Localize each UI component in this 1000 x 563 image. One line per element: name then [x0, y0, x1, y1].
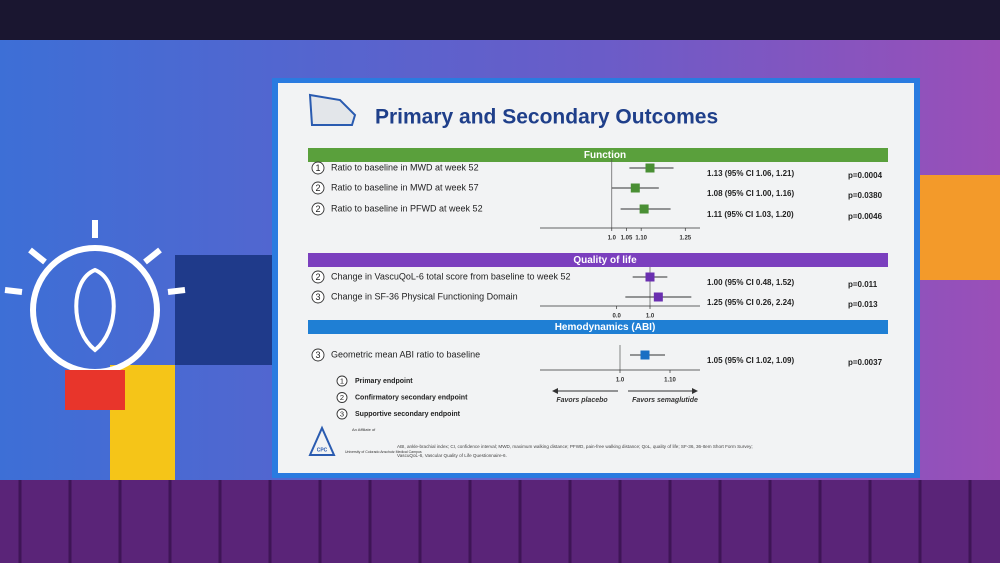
p-value: p=0.0004 [848, 171, 883, 180]
institution-logo: An Affiliate of CPC University of Colora… [308, 425, 422, 456]
legend-label: Primary endpoint [355, 378, 413, 385]
tick-label: 1.10 [664, 378, 676, 384]
favors-label: Favors placebo [556, 397, 608, 404]
tick-label: 1.0 [608, 236, 617, 242]
truss [0, 0, 1000, 40]
result-text: 1.11 (95% CI 1.03, 1.20) [707, 210, 794, 219]
section-header [308, 320, 888, 334]
result-text: 1.05 (95% CI 1.02, 1.09) [707, 356, 795, 365]
outcome-label: Geometric mean ABI ratio to baseline [331, 349, 480, 359]
estimate-marker [645, 272, 655, 282]
endpoint-badge [336, 408, 348, 420]
result-text: 1.00 (95% CI 0.48, 1.52) [707, 278, 795, 287]
logo-text: An Affiliate of [352, 427, 376, 432]
endpoint-number: 3 [315, 350, 320, 360]
p-value: p=0.013 [848, 300, 878, 309]
section-title: Function [584, 150, 626, 161]
estimate-marker [653, 292, 663, 302]
p-value: p=0.011 [848, 280, 878, 289]
arrow-head [552, 388, 558, 394]
estimate-marker [639, 204, 649, 214]
lightbulb-decor [4, 175, 1000, 480]
section-title: Hemodynamics (ABI) [555, 322, 656, 333]
endpoint-number: 3 [340, 409, 344, 418]
p-value: p=0.0046 [848, 212, 883, 221]
endpoint-badge [311, 348, 325, 362]
tick-label: 1.0 [616, 378, 625, 384]
p-value: p=0.0380 [848, 191, 883, 200]
outcome-label: Ratio to baseline in MWD at week 57 [331, 182, 479, 192]
shoe-logo [308, 93, 357, 126]
endpoint-badge [336, 392, 348, 403]
tick-label: 1.05 [621, 236, 633, 242]
tick-label: 1.25 [679, 236, 691, 242]
endpoint-number: 1 [315, 163, 320, 173]
favors-label: Favors semaglutide [632, 397, 698, 404]
curtain-folds [18, 480, 972, 563]
footnote: ABI, ankle-brachial index; CI, confidenc… [397, 444, 753, 449]
section-header [308, 148, 888, 162]
tick-label: 1.10 [635, 236, 647, 242]
outcome-label: Change in VascuQoL-6 total score from ba… [331, 271, 570, 281]
p-value: p=0.0037 [848, 358, 883, 367]
section-header [308, 253, 888, 267]
endpoint-number: 2 [340, 393, 344, 402]
endpoint-number: 2 [315, 272, 320, 282]
footnote: VascuQoL-6, Vascular Quality of Life Que… [397, 453, 507, 458]
endpoint-badge [311, 270, 325, 284]
endpoint-badge [311, 290, 325, 304]
endpoint-number: 2 [315, 204, 320, 214]
result-text: 1.08 (95% CI 1.00, 1.16) [707, 189, 795, 198]
tick-label: 1.0 [646, 314, 655, 320]
outcome-label: Ratio to baseline in MWD at week 52 [331, 162, 479, 172]
legend-label: Supportive secondary endpoint [355, 411, 461, 418]
estimate-marker [640, 350, 650, 360]
arrow-head [692, 388, 698, 394]
endpoint-number: 3 [315, 292, 320, 302]
legend-label: Confirmatory secondary endpoint [355, 394, 468, 401]
endpoint-badge [311, 181, 325, 195]
logo-text: CPC [317, 447, 328, 453]
outcome-label: Change in SF-36 Physical Functioning Dom… [331, 291, 518, 301]
result-text: 1.13 (95% CI 1.06, 1.21) [707, 169, 795, 178]
endpoint-badge [311, 202, 325, 216]
endpoint-badge [311, 161, 325, 175]
endpoint-number: 2 [315, 183, 320, 193]
slide-title: Primary and Secondary Outcomes [375, 106, 718, 129]
outcome-label: Ratio to baseline in PFWD at week 52 [331, 203, 483, 213]
logo-text: University of Colorado Anschutz Medical … [345, 450, 422, 454]
section-title: Quality of life [573, 255, 637, 266]
estimate-marker [645, 163, 655, 173]
endpoint-badge [336, 375, 348, 387]
result-text: 1.25 (95% CI 0.26, 2.24) [707, 298, 795, 307]
tick-label: 0.0 [612, 314, 621, 320]
curtain [0, 480, 1000, 563]
estimate-marker [630, 183, 640, 193]
endpoint-number: 1 [340, 376, 344, 385]
